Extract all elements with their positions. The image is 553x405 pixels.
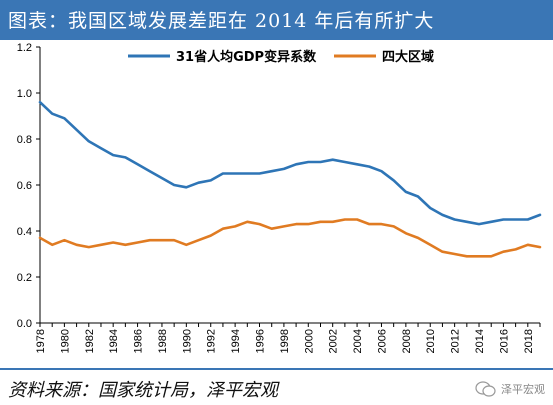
series-line-1 bbox=[38, 100, 542, 226]
y-tick-label: 1.0 bbox=[17, 88, 32, 100]
watermark-text: 泽平宏观 bbox=[501, 383, 545, 396]
x-tick-label: 1982 bbox=[84, 329, 96, 353]
y-tick-label: 0.8 bbox=[17, 134, 32, 146]
x-tick-label: 2018 bbox=[523, 329, 535, 353]
x-tick-label: 1978 bbox=[35, 329, 47, 353]
x-tick-label: 2012 bbox=[450, 329, 462, 353]
x-tick-label: 1980 bbox=[59, 329, 71, 353]
data-source-note: 资料来源：国家统计局，泽平宏观 bbox=[8, 380, 278, 401]
page-title: 图表：我国区域发展差距在 2014 年后有所扩大 bbox=[8, 10, 435, 32]
x-tick-label: 1996 bbox=[255, 329, 267, 353]
x-tick-label: 1994 bbox=[230, 329, 242, 353]
y-tick-label: 0.0 bbox=[17, 318, 32, 330]
x-tick-label: 1986 bbox=[133, 329, 145, 353]
header-bar: 图表：我国区域发展差距在 2014 年后有所扩大 bbox=[0, 0, 553, 40]
footer-bar: 资料来源：国家统计局，泽平宏观 泽平宏观 bbox=[0, 368, 553, 405]
x-tick-label: 2004 bbox=[352, 329, 364, 353]
legend-label-2: 四大区域 bbox=[382, 49, 434, 65]
x-tick-label: 1990 bbox=[181, 329, 193, 353]
x-tick-label: 2006 bbox=[376, 329, 388, 353]
watermark: 泽平宏观 bbox=[475, 379, 545, 399]
x-tick-label: 2002 bbox=[328, 329, 340, 353]
x-tick-label: 2010 bbox=[425, 329, 437, 353]
x-tick-label: 2000 bbox=[303, 329, 315, 353]
x-tick-label: 2014 bbox=[474, 329, 486, 353]
x-tick-label: 1998 bbox=[279, 329, 291, 353]
x-tick-label: 2016 bbox=[498, 329, 510, 353]
legend-label-1: 31省人均GDP变异系数 bbox=[176, 49, 317, 65]
y-tick-label: 0.6 bbox=[17, 180, 32, 192]
x-tick-label: 2008 bbox=[401, 329, 413, 353]
y-tick-label: 0.4 bbox=[17, 226, 32, 238]
line-chart: 0.0 0.2 0.4 0.6 0.8 1.0 1.2 1978 1980 1982 1984 198… bbox=[17, 42, 542, 353]
x-tick-label: 1992 bbox=[206, 329, 218, 353]
y-tick-label: 0.2 bbox=[17, 272, 32, 284]
series-line-2 bbox=[38, 218, 542, 258]
x-tick-label: 1984 bbox=[108, 329, 120, 353]
x-tick-label: 1988 bbox=[157, 329, 169, 353]
y-tick-label: 1.2 bbox=[17, 42, 32, 54]
wechat-icon bbox=[475, 381, 496, 397]
